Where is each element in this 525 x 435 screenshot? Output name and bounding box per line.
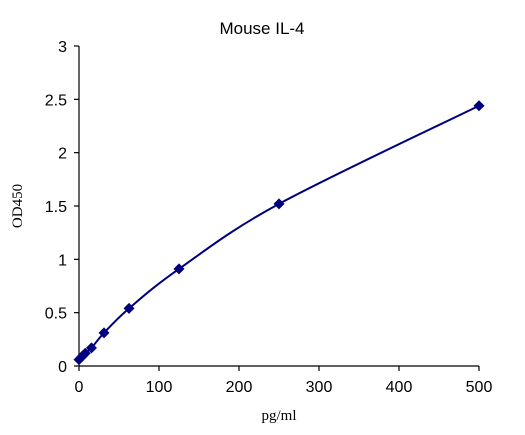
x-tick-label: 100 [146,379,173,396]
data-point-diamond [85,342,97,354]
y-tick-label: 0 [58,359,67,376]
x-tick-label: 0 [75,379,84,396]
y-tick-label: 1 [58,252,67,269]
fit-curve [78,104,480,361]
x-tick-label: 200 [226,379,253,396]
chart-title: Mouse IL-4 [219,19,304,38]
data-point-diamond [123,302,135,314]
x-axis-label: pg/ml [261,408,296,424]
y-tick-label: 2.5 [45,92,67,109]
x-tick-label: 300 [306,379,333,396]
data-point-diamond [473,100,485,112]
y-tick-label: 3 [58,39,67,56]
data-point-diamond [273,198,285,210]
y-tick-label: 2 [58,146,67,163]
x-tick-label: 500 [466,379,493,396]
x-tick-label: 400 [386,379,413,396]
data-point-diamond [79,347,91,359]
y-axis-label: OD450 [10,184,26,228]
y-tick-label: 1.5 [45,199,67,216]
y-tick-label: 0.5 [45,306,67,323]
data-point-diamond [173,263,185,275]
data-point-diamond [98,327,110,339]
data-points [73,100,485,366]
y-axis-ticks: 0 0.5 1 1.5 2 2.5 3 [45,39,79,376]
x-axis-ticks: 0 100 200 300 400 500 [75,366,493,396]
